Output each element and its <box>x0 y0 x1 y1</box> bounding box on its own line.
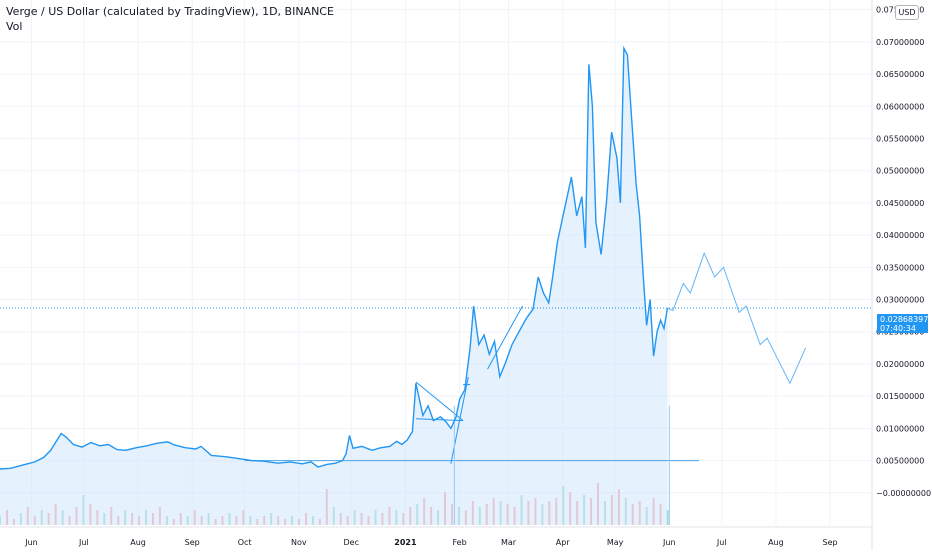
currency-badge[interactable]: USD <box>895 5 919 20</box>
annotations <box>0 305 872 525</box>
y-tick-label: 0.01000000 <box>876 424 924 433</box>
price-area-fill <box>0 48 668 526</box>
x-tick-label: Sep <box>185 538 200 547</box>
y-tick-label: 0.02000000 <box>876 360 924 369</box>
x-tick-label: Apr <box>556 538 571 547</box>
projection-line <box>667 251 807 385</box>
y-tick-label: 0.06500000 <box>876 70 924 79</box>
y-tick-label: 0.07000000 <box>876 38 924 47</box>
x-tick-label: Nov <box>291 538 307 547</box>
y-tick-label: 0.04000000 <box>876 231 924 240</box>
x-tick-label: Mar <box>501 538 517 547</box>
price-line <box>0 45 807 470</box>
x-tick-label: Dec <box>344 538 359 547</box>
x-tick-label: Sep <box>823 538 838 547</box>
legend-title: Verge / US Dollar (calculated by Trading… <box>6 5 334 18</box>
price-series-line <box>0 45 669 470</box>
x-tick-label: Aug <box>768 538 784 547</box>
last-price-countdown: 07:40:34 <box>880 324 916 333</box>
y-axis: 0.075000000.070000000.065000000.06000000… <box>876 6 931 498</box>
x-tick-label: 2021 <box>394 538 417 547</box>
x-tick-label: Aug <box>130 538 146 547</box>
x-axis: Jun Jul Aug Sep Oct Nov Dec 2021 Feb Mar Apr May Jun… <box>24 538 837 547</box>
volume-bar <box>666 510 669 525</box>
y-tick-label: −0.00000000 <box>876 489 931 498</box>
x-tick-label: Jul <box>78 538 89 547</box>
y-tick-label: 0.05000000 <box>876 167 924 176</box>
x-tick-label: Oct <box>238 538 252 547</box>
y-tick-label: 0.03500000 <box>876 263 924 272</box>
last-price-value: 0.02868397 <box>880 315 929 324</box>
y-tick-label: 0.04500000 <box>876 199 924 208</box>
y-tick-label: 0.06000000 <box>876 102 924 111</box>
x-tick-label: Jun <box>662 538 676 547</box>
last-price-tag: 0.02868397 07:40:34 <box>877 314 928 333</box>
price-area <box>0 48 668 526</box>
triangle-pattern-line <box>415 381 464 422</box>
y-tick-label: 0.01500000 <box>876 392 924 401</box>
y-tick-label: 0.03000000 <box>876 296 924 305</box>
legend-volume-label: Vol <box>6 20 23 33</box>
x-tick-label: May <box>607 538 624 547</box>
trend-line <box>487 305 523 370</box>
x-tick-label: Feb <box>453 538 467 547</box>
y-tick-label: 0.00500000 <box>876 457 924 466</box>
y-tick-label: 0.05500000 <box>876 134 924 143</box>
x-tick-label: Jun <box>24 538 38 547</box>
triangle-pattern-line <box>450 376 469 464</box>
x-tick-label: Jul <box>716 538 727 547</box>
